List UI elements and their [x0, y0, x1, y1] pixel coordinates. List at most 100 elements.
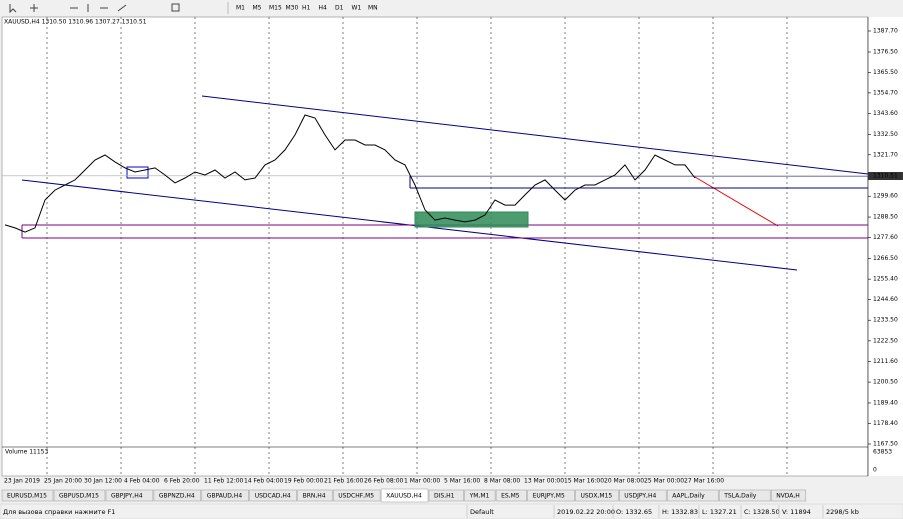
toolbar	[0, 0, 903, 16]
timeframe-button[interactable]: M15	[269, 5, 282, 12]
tab[interactable]	[575, 489, 619, 502]
price-tick-label: 1277.60	[873, 234, 898, 241]
time-label: 14 Feb 04:00	[244, 478, 284, 485]
tab[interactable]	[1, 489, 54, 502]
price-tick-label: 1200.50	[873, 379, 898, 386]
timeframe-button[interactable]: M30	[286, 5, 299, 12]
time-label: 21 Feb 16:00	[324, 478, 364, 485]
time-label: 23 Jan 2019	[4, 478, 40, 485]
tab-label[interactable]: GBPJPY,H4	[111, 493, 143, 500]
time-label: 15 Mar 16:00	[564, 478, 604, 485]
tab[interactable]	[105, 489, 154, 502]
tab[interactable]	[666, 489, 719, 502]
current-price-box	[868, 172, 903, 180]
price-tick-label: 1222.50	[873, 337, 898, 344]
time-label: 8 Mar 08:00	[484, 478, 520, 485]
status-field: C: 1328.50	[744, 508, 780, 516]
tab-label[interactable]: BRN,H4	[303, 493, 326, 500]
time-label: 4 Feb 04:00	[124, 478, 160, 485]
price-tick-label: 1354.70	[873, 89, 898, 96]
tab[interactable]	[464, 489, 496, 502]
grid	[46, 17, 788, 476]
tab[interactable]	[380, 488, 429, 503]
volume-zero: 0	[873, 467, 877, 474]
tab[interactable]	[619, 489, 667, 502]
tab-label[interactable]: EURJPY,M5	[533, 493, 565, 500]
timeframe-button[interactable]: H4	[319, 5, 328, 12]
tab-label[interactable]: USDJPY,H4	[624, 493, 656, 500]
tab-label[interactable]: GBPUSD,M15	[59, 493, 99, 500]
tab[interactable]	[428, 489, 464, 502]
status-field: V: 11894	[782, 508, 811, 516]
tab-label[interactable]: YM,M1	[469, 493, 490, 500]
chart-header: XAUUSD,H4 1310.50 1310.96 1307.27 1310.5…	[4, 19, 147, 26]
tab-label[interactable]: DIS,H1	[434, 493, 455, 500]
status-field: 2019.02.22 20:00	[557, 508, 615, 516]
time-label: 13 Mar 00:00	[524, 478, 564, 485]
price-tick-label: 1288.50	[873, 214, 898, 221]
time-label: 25 Jan 20:00	[44, 478, 82, 485]
timeframe-button[interactable]: D1	[335, 5, 344, 12]
tab-label[interactable]: ES,M5	[501, 493, 520, 500]
tab-label[interactable]: USDCHF,M5	[338, 493, 374, 500]
tab[interactable]	[249, 489, 297, 502]
price-tick-label: 1321.70	[873, 151, 898, 158]
status-field: Для вызова справки нажмите F1	[3, 508, 115, 516]
status-field: 2298/5 kb	[826, 508, 859, 516]
tab[interactable]	[53, 489, 106, 502]
status-field: L: 1327.21	[702, 508, 737, 516]
price-tick-label: 1189.40	[873, 399, 898, 406]
time-label: 19 Feb 00:00	[284, 478, 324, 485]
tab-label[interactable]: USDX,M15	[581, 493, 613, 500]
price-tick-label: 1255.40	[873, 276, 898, 283]
time-label: 27 Mar 16:00	[684, 478, 724, 485]
status-field: H: 1332.83	[662, 508, 698, 516]
tab-label[interactable]: NVDA,H	[776, 493, 800, 500]
tab-label[interactable]: GBPNZD,H4	[159, 493, 195, 500]
time-label: 6 Feb 20:00	[164, 478, 200, 485]
time-label: 5 Mar 16:00	[444, 478, 480, 485]
tab[interactable]	[297, 489, 333, 502]
timeframe-button[interactable]: MN	[368, 5, 378, 12]
timeframe-button[interactable]: M1	[236, 5, 245, 12]
tab[interactable]	[201, 489, 249, 502]
time-label: 30 Jan 12:00	[84, 478, 122, 485]
timeframe-button[interactable]: W1	[352, 5, 362, 12]
tab-label[interactable]: GBPAUD,H4	[207, 493, 243, 500]
price-axis	[868, 17, 903, 476]
tab[interactable]	[153, 489, 202, 502]
price-series	[4, 114, 696, 233]
tab[interactable]	[718, 489, 771, 502]
tab[interactable]	[770, 489, 807, 502]
tab[interactable]	[527, 489, 575, 502]
volume-label: Volume 11153	[5, 449, 48, 456]
time-label: 26 Feb 08:00	[364, 478, 404, 485]
price-tick-label: 1387.70	[873, 28, 898, 35]
price-tick-label: 1376.50	[873, 49, 898, 56]
tab-label[interactable]: USDCAD,H4	[255, 493, 291, 500]
price-tick-label: 1178.40	[873, 420, 898, 427]
tab[interactable]	[495, 489, 527, 502]
volume-max: 63853	[873, 449, 892, 456]
price-tick-label: 1244.60	[873, 296, 898, 303]
time-label: 20 Mar 08:00	[604, 478, 644, 485]
tab[interactable]	[332, 489, 381, 502]
toolbar-icons	[9, 2, 229, 14]
price-tick-label: 1365.50	[873, 69, 898, 76]
tab-label[interactable]: AAPL,Daily	[672, 493, 705, 500]
chart-area	[1, 16, 869, 477]
price-tick-label: 1266.50	[873, 255, 898, 262]
price-tick-label: 1299.60	[873, 193, 898, 200]
timeframe-button[interactable]: H1	[302, 5, 311, 12]
price-tick-label: 1233.50	[873, 317, 898, 324]
status-field: O: 1332.65	[616, 508, 652, 516]
time-label: 25 Mar 00:00	[644, 478, 684, 485]
time-label: 1 Mar 00:00	[404, 478, 440, 485]
time-label: 11 Feb 12:00	[204, 478, 244, 485]
tab-label[interactable]: XAUUSD,H4	[386, 493, 422, 500]
tab-label[interactable]: TSLA,Daily	[723, 493, 757, 500]
timeframe-button[interactable]: M5	[253, 5, 262, 12]
price-tick-label: 1211.60	[873, 358, 898, 365]
tab-label[interactable]: EURUSD,M15	[7, 493, 47, 500]
